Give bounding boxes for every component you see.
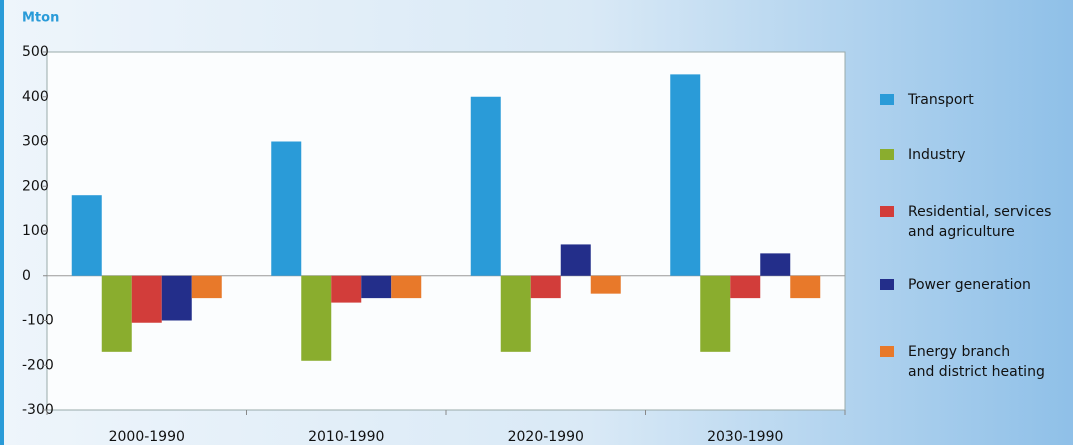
bar xyxy=(301,275,332,361)
y-tick-label: 400 xyxy=(22,89,49,105)
legend-swatch xyxy=(880,346,894,357)
legend-label: Transport xyxy=(908,92,974,108)
x-tick-label: 2010-1990 xyxy=(308,429,384,445)
x-tick-label: 2030-1990 xyxy=(707,429,783,445)
x-tick-label: 2020-1990 xyxy=(508,429,584,445)
y-tick-label: 100 xyxy=(22,223,49,239)
x-tick-label: 2000-1990 xyxy=(109,429,185,445)
bar xyxy=(790,275,821,299)
bar xyxy=(530,275,561,299)
bar xyxy=(101,275,132,352)
y-tick-label: 200 xyxy=(22,178,49,194)
y-tick-label: -100 xyxy=(22,313,54,329)
legend-label: Residential, services and agriculture xyxy=(908,204,1052,240)
legend-label: Energy branch and district heating xyxy=(908,344,1045,380)
y-tick-label: 500 xyxy=(22,44,49,60)
legend-swatch xyxy=(880,94,894,105)
bar xyxy=(470,96,501,276)
plot-area xyxy=(46,51,846,411)
bar xyxy=(560,244,591,276)
bar xyxy=(331,275,362,303)
bar xyxy=(590,275,621,294)
legend-swatch xyxy=(880,149,894,160)
chart-title: Mton xyxy=(22,11,59,26)
y-tick-label: -300 xyxy=(22,402,54,418)
bar xyxy=(391,275,422,299)
legend-label: Power generation xyxy=(908,277,1031,293)
bar xyxy=(730,275,761,299)
legend-label: Industry xyxy=(908,147,966,163)
legend-swatch xyxy=(880,206,894,217)
bar xyxy=(361,275,392,299)
bar xyxy=(760,253,791,276)
bar xyxy=(131,275,162,323)
bar xyxy=(700,275,731,352)
y-tick-label: 300 xyxy=(22,134,49,150)
edge-bar xyxy=(0,0,4,445)
y-tick-label: -200 xyxy=(22,357,54,373)
bar xyxy=(670,74,701,276)
bar xyxy=(500,275,531,352)
y-tick-label: 0 xyxy=(22,268,31,284)
legend-swatch xyxy=(880,279,894,290)
bar xyxy=(71,195,102,276)
bar xyxy=(161,275,192,321)
bar xyxy=(271,141,302,276)
bar xyxy=(191,275,222,299)
